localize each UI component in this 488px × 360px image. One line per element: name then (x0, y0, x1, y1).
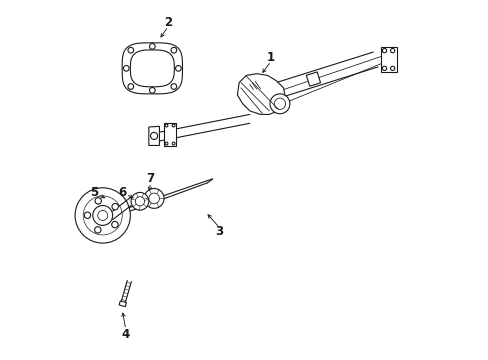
Polygon shape (237, 74, 285, 114)
Circle shape (75, 188, 130, 243)
Text: 5: 5 (90, 186, 98, 199)
Circle shape (175, 66, 181, 71)
Circle shape (112, 203, 118, 210)
Circle shape (171, 48, 176, 53)
Polygon shape (150, 114, 249, 143)
Circle shape (269, 94, 289, 114)
Circle shape (128, 84, 133, 89)
Circle shape (382, 49, 386, 53)
Polygon shape (122, 43, 182, 94)
Polygon shape (119, 301, 126, 307)
Circle shape (390, 66, 394, 71)
Circle shape (149, 87, 155, 93)
Text: 7: 7 (146, 172, 154, 185)
Circle shape (128, 48, 133, 53)
Circle shape (149, 44, 155, 49)
Circle shape (148, 193, 159, 204)
Text: 4: 4 (122, 328, 130, 341)
Circle shape (390, 49, 394, 53)
Circle shape (98, 211, 107, 220)
Circle shape (150, 132, 157, 139)
Circle shape (95, 198, 101, 204)
Polygon shape (305, 72, 320, 86)
Text: 1: 1 (266, 51, 275, 64)
Polygon shape (148, 126, 159, 145)
Circle shape (135, 197, 144, 206)
Text: 2: 2 (164, 16, 172, 29)
Circle shape (131, 192, 148, 210)
Circle shape (111, 221, 118, 228)
Polygon shape (277, 52, 377, 97)
Text: 3: 3 (215, 225, 224, 238)
Circle shape (171, 84, 176, 89)
Polygon shape (163, 123, 176, 146)
Circle shape (144, 189, 163, 208)
Circle shape (382, 66, 386, 71)
Circle shape (93, 206, 112, 225)
Polygon shape (380, 47, 396, 72)
Circle shape (123, 66, 129, 71)
Circle shape (94, 227, 101, 233)
Text: 6: 6 (118, 186, 126, 199)
Circle shape (84, 212, 90, 219)
